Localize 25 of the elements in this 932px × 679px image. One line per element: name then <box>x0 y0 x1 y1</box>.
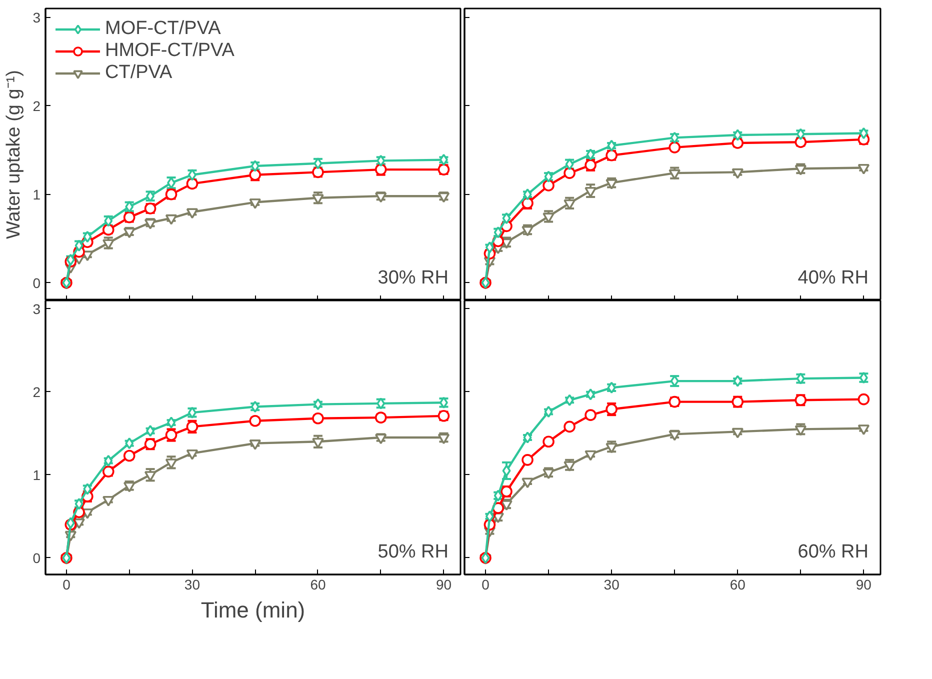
annotation: 50% RH <box>378 542 448 562</box>
x-tick-label: 90 <box>436 576 452 592</box>
y-tick-label: 2 <box>32 384 41 400</box>
x-tick-label: 60 <box>730 576 746 592</box>
legend-label: CT/PVA <box>105 62 172 84</box>
y-tick-label: 2 <box>32 98 41 114</box>
legend-label: MOF-CT/PVA <box>105 18 221 40</box>
annotation: 40% RH <box>798 268 868 288</box>
y-axis-title: Water uptake (g g⁻¹) <box>4 70 25 239</box>
x-axis-title: Time (min) <box>200 598 306 622</box>
y-tick-label: 0 <box>32 274 41 291</box>
x-tick-label: 0 <box>482 576 490 592</box>
x-tick-label: 30 <box>184 576 200 592</box>
y-tick-label: 3 <box>32 9 41 26</box>
y-tick-label: 1 <box>32 186 41 202</box>
y-tick-label: 3 <box>32 300 41 317</box>
legend-label: HMOF-CT/PVA <box>105 40 234 62</box>
annotation: 60% RH <box>798 542 868 562</box>
x-tick-label: 30 <box>604 576 620 592</box>
x-tick-label: 90 <box>856 576 872 592</box>
x-tick-label: 0 <box>62 576 71 592</box>
x-tick-label: 60 <box>310 576 326 592</box>
y-tick-label: 0 <box>32 550 41 566</box>
annotation: 30% RH <box>378 268 448 288</box>
y-tick-label: 1 <box>32 466 41 483</box>
